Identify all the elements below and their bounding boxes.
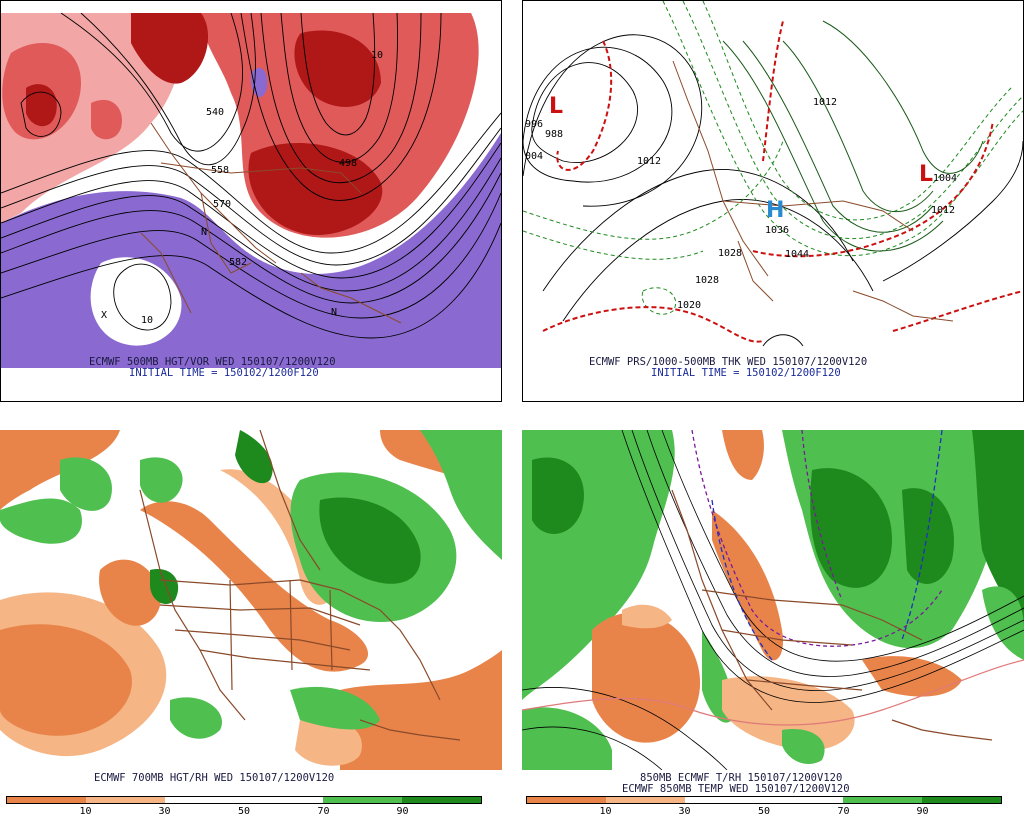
svg-text:1012: 1012 bbox=[931, 205, 955, 216]
svg-text:582: 582 bbox=[229, 257, 247, 268]
panel-500mb: 540 558 570 582 498 10 10 X N N ECMWF 500MB H… bbox=[0, 0, 502, 402]
tick-30: 30 bbox=[158, 806, 171, 817]
caption-700mb-title: ECMWF 700MB HGT/RH WED 150107/1200V120 bbox=[94, 772, 335, 784]
svg-text:540: 540 bbox=[206, 107, 224, 118]
caption-prs-init: INITIAL TIME = 150102/1200F120 bbox=[651, 367, 841, 379]
svg-text:1020: 1020 bbox=[677, 300, 701, 311]
map-500mb: 540 558 570 582 498 10 10 X N N bbox=[1, 13, 501, 368]
svg-text:498: 498 bbox=[339, 158, 357, 169]
tick-10: 10 bbox=[599, 806, 612, 817]
caption-prs-title: ECMWF PRS/1000-500MB THK WED 150107/1200… bbox=[589, 356, 868, 368]
map-850mb bbox=[522, 430, 1024, 770]
svg-text:N: N bbox=[201, 227, 207, 238]
low-center-west: L bbox=[549, 94, 563, 119]
tick-50: 50 bbox=[237, 806, 251, 817]
caption-850mb-temp: ECMWF 850MB TEMP WED 150107/1200V120 bbox=[622, 783, 850, 795]
tick-50: 50 bbox=[757, 806, 771, 817]
svg-text:988: 988 bbox=[545, 129, 563, 140]
caption-850mb-title: 850MB ECMWF T/RH 150107/1200V120 bbox=[640, 772, 843, 784]
svg-text:1004: 1004 bbox=[933, 173, 957, 184]
svg-text:1036: 1036 bbox=[765, 225, 789, 236]
svg-text:558: 558 bbox=[211, 165, 229, 176]
map-700mb bbox=[0, 430, 502, 770]
panel-prs-thk: L L H 996 988 004 1012 1036 1044 1028 1028 1… bbox=[522, 0, 1024, 402]
legend-700mb bbox=[6, 796, 482, 804]
tick-90: 90 bbox=[396, 806, 409, 817]
caption-500mb-init: INITIAL TIME = 150102/1200F120 bbox=[129, 367, 319, 379]
svg-text:1028: 1028 bbox=[718, 248, 742, 259]
svg-text:1012: 1012 bbox=[637, 156, 661, 167]
tick-30: 30 bbox=[678, 806, 691, 817]
svg-text:996: 996 bbox=[525, 119, 543, 130]
svg-text:X: X bbox=[101, 310, 107, 321]
legend-700mb-ticks: 10 30 50 70 90 bbox=[6, 806, 482, 818]
low-center-east: L bbox=[919, 162, 933, 187]
tick-70: 70 bbox=[837, 806, 850, 817]
svg-text:004: 004 bbox=[525, 151, 543, 162]
tick-70: 70 bbox=[317, 806, 330, 817]
panel-850mb: 850MB ECMWF T/RH 150107/1200V120 ECMWF 8… bbox=[522, 430, 1024, 819]
svg-text:10: 10 bbox=[371, 50, 383, 61]
legend-850mb-ticks: 10 30 50 70 90 bbox=[526, 806, 1002, 818]
panel-700mb: ECMWF 700MB HGT/RH WED 150107/1200V120 1… bbox=[0, 430, 502, 819]
svg-text:1028: 1028 bbox=[695, 275, 719, 286]
caption-500mb-title: ECMWF 500MB HGT/VOR WED 150107/1200V120 bbox=[89, 356, 336, 368]
tick-90: 90 bbox=[916, 806, 929, 817]
tick-10: 10 bbox=[79, 806, 92, 817]
legend-850mb bbox=[526, 796, 1002, 804]
svg-text:10: 10 bbox=[141, 315, 153, 326]
svg-text:N: N bbox=[331, 307, 337, 318]
svg-text:1012: 1012 bbox=[813, 97, 837, 108]
high-center: H bbox=[766, 198, 784, 223]
svg-text:1044: 1044 bbox=[785, 249, 809, 260]
svg-text:570: 570 bbox=[213, 199, 231, 210]
